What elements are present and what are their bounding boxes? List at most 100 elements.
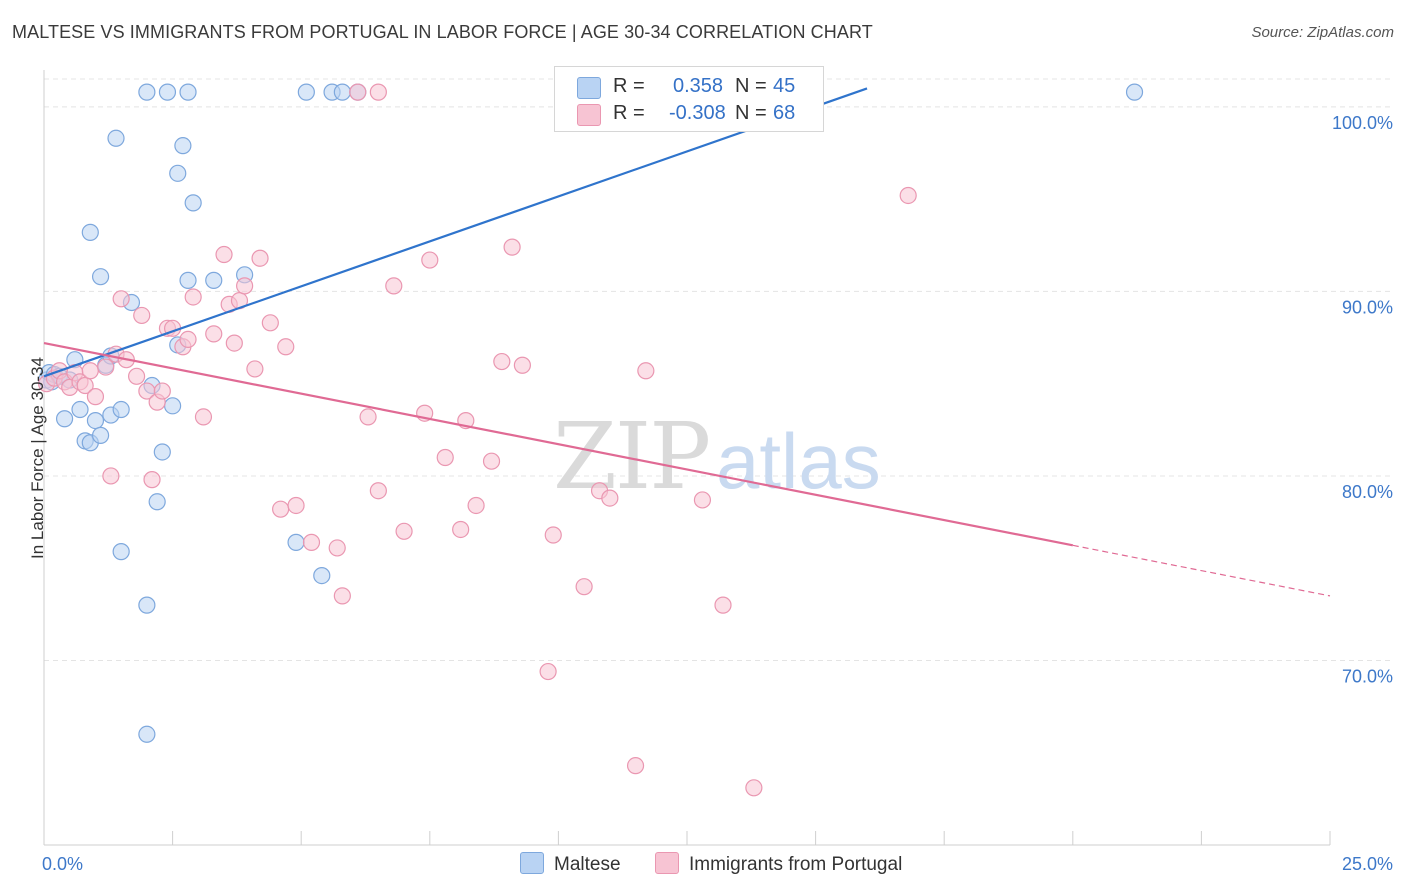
point-portugal	[349, 83, 367, 101]
y-tick-label: 80.0%	[1342, 482, 1393, 502]
point-maltese	[55, 410, 74, 428]
watermark-zip: ZIP	[553, 403, 709, 510]
legend-swatch-portugal	[577, 104, 601, 126]
bottom-legend-swatch-maltese	[520, 852, 544, 874]
point-portugal	[369, 83, 387, 101]
point-maltese	[81, 223, 99, 241]
bottom-legend-label: Maltese	[554, 854, 621, 875]
point-portugal	[133, 306, 151, 325]
point-portugal	[637, 362, 655, 380]
bottom-legend-swatch-portugal	[655, 852, 679, 874]
y-tick-label: 70.0%	[1342, 666, 1393, 686]
point-portugal	[277, 338, 295, 356]
point-portugal	[493, 352, 511, 371]
legend-r-label: R =	[613, 102, 645, 124]
point-portugal	[194, 408, 213, 426]
point-portugal	[395, 522, 413, 540]
point-portugal	[421, 251, 439, 269]
point-portugal	[215, 245, 233, 264]
bottom-legend-portugal[interactable]: Immigrants from Portugal	[655, 852, 902, 876]
point-portugal	[251, 249, 269, 267]
point-portugal	[112, 290, 130, 308]
legend-n-label: N =	[735, 75, 767, 97]
point-portugal	[287, 496, 305, 515]
x-tick-label: 0.0%	[42, 854, 83, 874]
source-label: Source: ZipAtlas.com	[1251, 24, 1394, 41]
point-maltese	[184, 194, 202, 212]
point-maltese	[205, 271, 223, 289]
point-portugal	[143, 471, 161, 489]
point-maltese	[91, 268, 110, 286]
point-portugal	[745, 779, 763, 797]
point-maltese	[71, 400, 89, 419]
point-portugal	[601, 489, 619, 507]
point-portugal	[513, 356, 531, 374]
bottom-legend-maltese[interactable]: Maltese	[520, 852, 621, 876]
legend-n-value: 45	[773, 75, 796, 97]
point-portugal	[236, 277, 254, 295]
trend-line-solid	[43, 342, 1074, 547]
legend-r-label: R =	[613, 75, 645, 97]
point-portugal	[184, 288, 202, 306]
point-portugal	[246, 360, 264, 378]
point-portugal	[575, 578, 593, 596]
point-maltese	[313, 566, 331, 585]
point-portugal	[899, 186, 917, 205]
legend-r-value: -0.308	[669, 102, 726, 124]
grid-lines	[44, 78, 1390, 661]
point-portugal	[205, 325, 223, 343]
point-portugal	[86, 388, 105, 406]
point-portugal	[261, 314, 279, 332]
legend-swatch-maltese	[577, 77, 601, 99]
y-tick-label: 90.0%	[1342, 297, 1393, 317]
point-portugal	[436, 448, 454, 467]
point-portugal	[714, 596, 732, 614]
point-portugal	[153, 382, 171, 400]
point-portugal	[102, 467, 120, 485]
stats-legend: R = 0.358 N = 45 R = -0.308 N = 68	[554, 66, 824, 132]
point-portugal	[179, 330, 197, 349]
point-maltese	[169, 164, 187, 182]
point-maltese	[148, 493, 166, 511]
point-portugal	[452, 520, 470, 539]
point-maltese	[138, 725, 156, 743]
legend-n-label: N =	[735, 102, 767, 124]
point-maltese	[158, 83, 177, 101]
point-portugal	[369, 482, 387, 500]
trend-lines	[43, 87, 1331, 597]
point-portugal	[359, 408, 377, 426]
point-maltese	[164, 397, 182, 415]
point-maltese	[1125, 83, 1144, 101]
legend-n-value: 68	[773, 102, 796, 124]
chart-title: MALTESE VS IMMIGRANTS FROM PORTUGAL IN L…	[12, 22, 873, 42]
trend-line-dashed	[1072, 544, 1331, 597]
point-portugal	[503, 238, 521, 256]
point-portugal	[467, 496, 485, 515]
point-maltese	[138, 596, 156, 614]
point-maltese	[174, 137, 192, 155]
point-maltese	[179, 271, 197, 289]
point-maltese	[297, 83, 315, 101]
bottom-legend-label: Immigrants from Portugal	[689, 854, 903, 875]
point-portugal	[328, 539, 346, 557]
point-maltese	[91, 426, 110, 444]
point-maltese	[112, 543, 130, 561]
point-maltese	[107, 129, 125, 147]
x-tick-label: 25.0%	[1342, 854, 1393, 874]
point-portugal	[544, 526, 562, 544]
point-portugal	[385, 277, 403, 295]
point-portugal	[272, 500, 290, 518]
point-portugal	[302, 533, 321, 551]
point-maltese	[138, 83, 156, 101]
point-portugal	[97, 358, 115, 376]
y-axis-label: In Labor Force | Age 30-34	[28, 357, 47, 559]
point-portugal	[693, 491, 712, 509]
point-maltese	[287, 533, 305, 551]
point-portugal	[482, 452, 501, 470]
point-portugal	[225, 334, 243, 352]
watermark: ZIP atlas	[553, 403, 881, 510]
point-portugal	[127, 367, 146, 385]
y-tick-label: 100.0%	[1332, 113, 1393, 133]
legend-r-value: 0.358	[673, 75, 724, 97]
